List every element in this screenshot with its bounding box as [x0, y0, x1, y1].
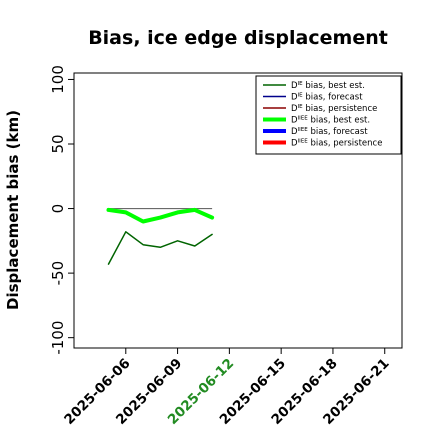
legend-entry: DIE bias, persistence	[291, 104, 377, 114]
y-axis-label: Displacement bias (km)	[4, 110, 22, 310]
series-line	[107, 231, 213, 265]
plot-frame	[73, 72, 403, 349]
chart-title: Bias, ice edge displacement	[88, 27, 388, 49]
legend: DIE bias, best est. DIE bias, forecastDIE…	[255, 75, 402, 155]
legend-entry: DIIEE bias, forecast	[291, 127, 368, 137]
legend-entry: DIIEE bias, best est.	[291, 116, 370, 126]
y-tick-label: 50	[49, 134, 67, 153]
y-tick-label: 0	[49, 204, 67, 214]
y-tick-label: -100	[49, 321, 67, 355]
legend-entry: DIE bias, best est.	[291, 81, 365, 91]
series-line	[106, 207, 215, 224]
y-tick-label: -50	[49, 261, 67, 286]
legend-entry: DIE bias, forecast	[291, 93, 363, 103]
legend-entry: DIIEE bias, persistence	[291, 139, 382, 149]
y-tick-label: 100	[49, 65, 67, 94]
